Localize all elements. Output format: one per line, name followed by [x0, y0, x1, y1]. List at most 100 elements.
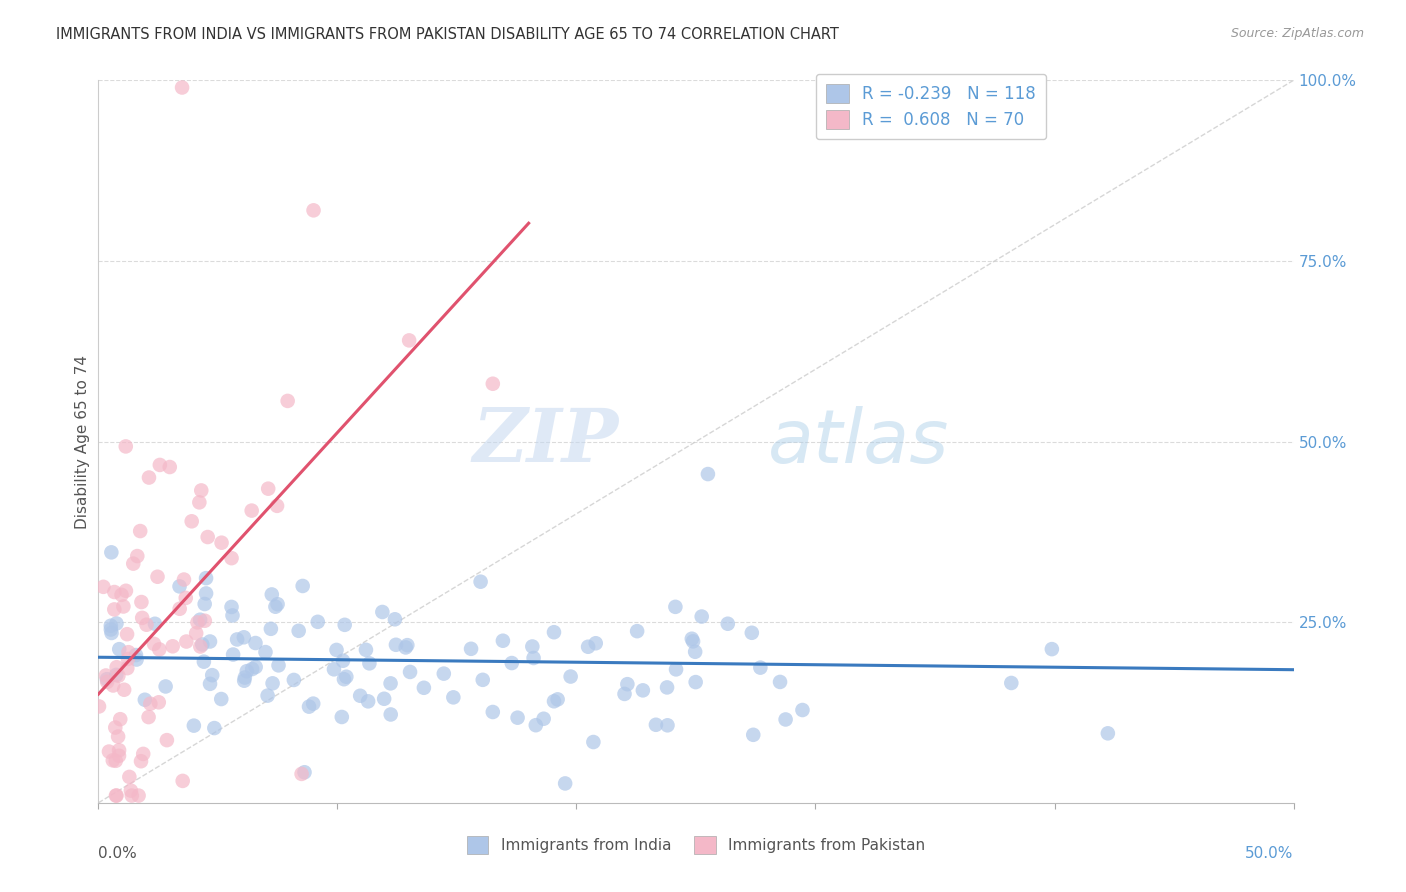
Point: [198, 634, 221, 648]
Point: [254, 645, 277, 659]
Point: [100, 626, 122, 640]
Point: [302, 203, 325, 218]
Point: [156, 733, 179, 747]
Point: [441, 690, 464, 705]
Point: [1097, 726, 1119, 740]
Point: [262, 676, 284, 690]
Point: [105, 660, 128, 674]
Text: 0.0%: 0.0%: [98, 847, 138, 861]
Point: [307, 615, 329, 629]
Point: [501, 656, 523, 670]
Text: ZIP: ZIP: [472, 405, 619, 478]
Point: [183, 718, 205, 732]
Point: [129, 754, 152, 768]
Point: [395, 640, 418, 655]
Point: [190, 483, 212, 498]
Point: [291, 579, 314, 593]
Point: [222, 648, 245, 662]
Point: [176, 634, 198, 648]
Point: [325, 643, 347, 657]
Point: [655, 681, 678, 695]
Point: [104, 721, 127, 735]
Point: [697, 467, 720, 481]
Point: [245, 636, 267, 650]
Point: [98, 745, 121, 759]
Point: [664, 599, 686, 614]
Point: [103, 602, 125, 616]
Point: [173, 573, 195, 587]
Point: [100, 545, 122, 559]
Point: [717, 616, 740, 631]
Point: [302, 697, 325, 711]
Point: [631, 683, 654, 698]
Point: [197, 530, 219, 544]
Point: [129, 524, 152, 538]
Point: [287, 624, 309, 638]
Point: [105, 668, 128, 682]
Point: [1040, 642, 1063, 657]
Point: [294, 765, 316, 780]
Point: [332, 654, 354, 668]
Point: [148, 695, 170, 709]
Point: [645, 718, 668, 732]
Point: [112, 682, 135, 697]
Point: [298, 699, 321, 714]
Point: [125, 648, 148, 662]
Point: [665, 662, 688, 676]
Point: [174, 591, 197, 605]
Point: [172, 80, 194, 95]
Point: [195, 571, 218, 585]
Text: atlas: atlas: [768, 406, 949, 477]
Point: [94, 668, 117, 682]
Point: [87, 699, 110, 714]
Point: [524, 718, 547, 732]
Point: [195, 586, 218, 600]
Point: [260, 622, 283, 636]
Point: [1000, 676, 1022, 690]
Point: [221, 599, 243, 614]
Point: [221, 551, 243, 566]
Point: [232, 630, 254, 644]
Point: [117, 645, 139, 659]
Point: [266, 597, 288, 611]
Text: 50.0%: 50.0%: [1246, 847, 1294, 861]
Point: [193, 655, 215, 669]
Point: [226, 632, 249, 647]
Point: [257, 482, 280, 496]
Point: [543, 694, 565, 708]
Point: [585, 636, 607, 650]
Point: [135, 617, 157, 632]
Point: [277, 393, 299, 408]
Point: [209, 692, 232, 706]
Point: [506, 711, 529, 725]
Point: [492, 633, 515, 648]
Point: [131, 595, 153, 609]
Point: [681, 632, 703, 646]
Point: [138, 710, 160, 724]
Point: [626, 624, 648, 639]
Point: [359, 657, 381, 671]
Point: [683, 645, 706, 659]
Point: [188, 495, 211, 509]
Point: [481, 376, 505, 391]
Point: [186, 615, 208, 630]
Point: [657, 718, 679, 732]
Point: [96, 672, 118, 686]
Point: [283, 673, 305, 687]
Point: [690, 609, 713, 624]
Point: [128, 789, 150, 803]
Point: [682, 634, 704, 648]
Point: [108, 743, 131, 757]
Point: [103, 585, 125, 599]
Point: [266, 499, 288, 513]
Point: [685, 675, 707, 690]
Point: [396, 638, 419, 652]
Point: [120, 783, 142, 797]
Point: [211, 535, 233, 549]
Point: [267, 658, 290, 673]
Point: [741, 625, 763, 640]
Point: [554, 776, 576, 790]
Point: [115, 583, 138, 598]
Point: [471, 673, 494, 687]
Point: [398, 334, 420, 348]
